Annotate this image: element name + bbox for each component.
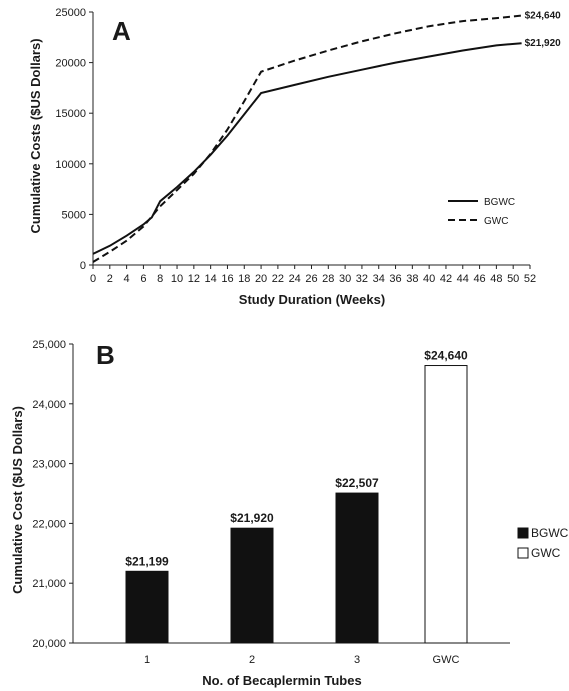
panel-a-x-ticks: 0 2 4 6 8 10 12 14 16 18 20 22 24 26 28 30 32 34 36 38 40 42 4… xyxy=(90,265,536,285)
panel-a-x-tick-label: 0 xyxy=(90,273,96,285)
panel-a-y-ticks: 0 5000 10000 15000 20000 25000 xyxy=(55,7,93,272)
panel-a-series xyxy=(92,14,522,263)
panel-a-series-line-bgwc xyxy=(92,42,522,255)
panel-b-bar-value-label: $22,507 xyxy=(335,476,379,490)
panel-a-x-tick-label: 38 xyxy=(406,273,418,285)
panel-a-end-label-gwc: $24,640 xyxy=(525,11,562,22)
panel-a-x-tick-label: 42 xyxy=(440,273,452,285)
panel-a-y-tick-label: 5000 xyxy=(62,209,86,221)
panel-a-letter: A xyxy=(112,16,131,46)
panel-a-x-tick-label: 14 xyxy=(205,273,217,285)
panel-a-x-tick-label: 28 xyxy=(322,273,334,285)
panel-a-x-tick-label: 40 xyxy=(423,273,435,285)
panel-b-bars: $21,199 $21,920 $22,507 $24,640 xyxy=(125,349,468,644)
panel-b-x-tick-label: 2 xyxy=(249,654,255,666)
panel-a-y-tick-label: 20000 xyxy=(55,58,86,70)
panel-a-x-tick-label: 10 xyxy=(171,273,183,285)
panel-a-x-tick-label: 32 xyxy=(356,273,368,285)
panel-b-bar-chart: B 20,000 21,000 22,000 23,000 24,000 25,000 $… xyxy=(10,339,569,688)
panel-b-bar-3 xyxy=(335,492,379,644)
panel-a-x-tick-label: 8 xyxy=(157,273,163,285)
panel-a-x-tick-label: 12 xyxy=(188,273,200,285)
panel-b-legend: BGWC GWC xyxy=(517,526,569,560)
panel-b-bar-value-label: $21,199 xyxy=(125,554,169,568)
panel-a-x-tick-label: 46 xyxy=(473,273,485,285)
panel-a-y-tick-label: 0 xyxy=(80,260,86,272)
panel-a-x-tick-label: 22 xyxy=(272,273,284,285)
panel-a-y-tick-label: 15000 xyxy=(55,108,86,120)
panel-b-legend-swatch-bgwc xyxy=(517,527,529,539)
panel-a-legend-label-bgwc: BGWC xyxy=(484,197,515,208)
panel-a-x-tick-label: 48 xyxy=(490,273,502,285)
panel-a-x-tick-label: 4 xyxy=(124,273,130,285)
panel-a-end-labels: $21,920 $24,640 xyxy=(525,11,562,50)
panel-a-x-axis-title: Study Duration (Weeks) xyxy=(239,292,385,307)
panel-a-series-line-gwc xyxy=(92,14,522,263)
panel-b-y-tick-label: 22,000 xyxy=(32,518,66,530)
panel-b-y-axis-title: Cumulative Cost ($US Dollars) xyxy=(10,406,25,594)
panel-b-legend-label-bgwc: BGWC xyxy=(531,526,569,540)
panel-a-x-tick-label: 50 xyxy=(507,273,519,285)
panel-a-end-label-bgwc: $21,920 xyxy=(525,38,562,49)
panel-b-y-ticks: 20,000 21,000 22,000 23,000 24,000 25,000 xyxy=(32,339,73,650)
panel-a-legend-label-gwc: GWC xyxy=(484,216,508,227)
panel-b-letter: B xyxy=(96,340,115,370)
panel-a-y-tick-label: 25000 xyxy=(55,7,86,19)
panel-a-x-tick-label: 30 xyxy=(339,273,351,285)
panel-b-legend-label-gwc: GWC xyxy=(531,546,561,560)
panel-b-bar-gwc xyxy=(424,365,468,644)
panel-a-y-axis-title: Cumulative Costs ($US Dollars) xyxy=(28,38,43,233)
panel-b-x-tick-label: GWC xyxy=(433,654,460,666)
panel-a-x-tick-label: 34 xyxy=(373,273,385,285)
panel-b-y-tick-label: 23,000 xyxy=(32,459,66,471)
panel-a-x-tick-label: 26 xyxy=(305,273,317,285)
panel-b-bar-value-label: $21,920 xyxy=(230,511,274,525)
panel-a-x-tick-label: 24 xyxy=(289,273,301,285)
panel-a-x-tick-label: 20 xyxy=(255,273,267,285)
panel-a-x-tick-label: 2 xyxy=(107,273,113,285)
panel-a-y-tick-label: 10000 xyxy=(55,159,86,171)
panel-a-x-tick-label: 36 xyxy=(389,273,401,285)
panel-b-y-tick-label: 25,000 xyxy=(32,339,66,351)
panel-b-bar-1 xyxy=(125,570,169,644)
panel-b-y-tick-label: 21,000 xyxy=(32,578,66,590)
panel-b-y-tick-label: 20,000 xyxy=(32,638,66,650)
panel-a-x-tick-label: 44 xyxy=(457,273,469,285)
panel-b-x-tick-label: 3 xyxy=(354,654,360,666)
panel-a-x-tick-label: 6 xyxy=(140,273,146,285)
panel-b-legend-swatch-gwc xyxy=(517,547,529,559)
panel-a-legend: BGWC GWC xyxy=(448,197,515,227)
panel-b-x-axis-title: No. of Becaplermin Tubes xyxy=(202,673,361,688)
panel-a-x-tick-label: 16 xyxy=(221,273,233,285)
panel-a-x-tick-label: 18 xyxy=(238,273,250,285)
panel-a-x-tick-label: 52 xyxy=(524,273,536,285)
panel-b-y-tick-label: 24,000 xyxy=(32,399,66,411)
panel-b-bar-value-label: $24,640 xyxy=(424,349,468,363)
panel-b-x-tick-label: 1 xyxy=(144,654,150,666)
panel-b-bar-2 xyxy=(230,527,274,644)
panel-b-x-ticks: 1 2 3 GWC xyxy=(144,654,460,666)
